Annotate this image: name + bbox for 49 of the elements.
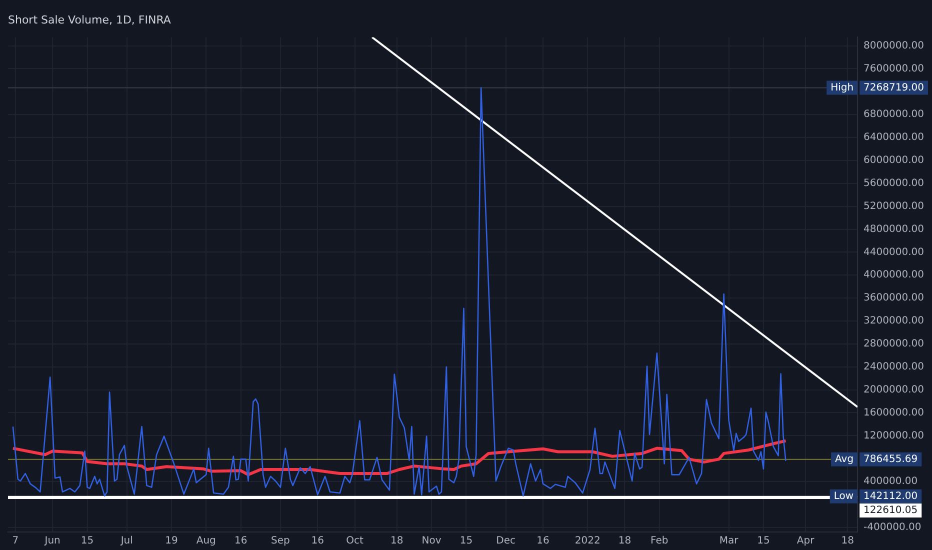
y-tick-label: 2400000.00 — [864, 361, 924, 372]
y-tick-label: 8000000.00 — [864, 40, 924, 52]
x-tick-label: 18 — [618, 536, 632, 547]
chart-title: Short Sale Volume, 1D, FINRA — [8, 13, 172, 26]
x-tick-label: 2022 — [574, 536, 600, 547]
x-tick-label: Dec — [496, 536, 516, 547]
x-tick-label: Aug — [196, 536, 216, 547]
y-tick-label: 1200000.00 — [864, 430, 924, 442]
y-tick-label: 4000000.00 — [864, 270, 924, 281]
text: 7268719.00 — [864, 82, 924, 94]
x-tick-label: Sep — [271, 536, 290, 547]
ref-line-label: High — [830, 82, 854, 94]
x-tick-label: Oct — [346, 536, 364, 547]
x-tick-label: Jul — [120, 536, 133, 547]
x-tick-label: 16 — [234, 536, 248, 547]
y-tick-label: 3600000.00 — [864, 292, 924, 304]
x-tick-label: 16 — [536, 536, 550, 547]
x-tick-label: 15 — [80, 536, 94, 547]
x-tick-label: 15 — [460, 536, 473, 547]
y-tick-label: 4800000.00 — [864, 224, 924, 235]
x-tick-label: Feb — [650, 536, 668, 547]
text: 142112.00 — [864, 490, 918, 502]
x-tick-label: Apr — [796, 536, 816, 547]
y-tick-label: 2800000.00 — [864, 338, 924, 350]
ref-line-label: Avg — [835, 454, 854, 465]
x-tick-label: 18 — [841, 536, 854, 547]
text: 122610.05 — [864, 505, 918, 516]
x-tick-label: Mar — [719, 536, 740, 547]
y-tick-label: 2000000.00 — [864, 384, 924, 396]
y-tick-label: -400000.00 — [864, 522, 922, 534]
x-tick-label: 18 — [390, 536, 404, 547]
y-tick-label: 6400000.00 — [864, 132, 924, 144]
text: 786455.69 — [864, 454, 918, 465]
x-tick-label: 7 — [12, 536, 19, 547]
ref-line-label: Low — [834, 490, 854, 502]
y-tick-label: 3200000.00 — [864, 316, 924, 327]
y-tick-label: 6800000.00 — [864, 109, 924, 120]
y-tick-label: 5200000.00 — [864, 200, 924, 212]
x-tick-label: Nov — [422, 536, 442, 547]
x-tick-label: 15 — [757, 536, 770, 547]
y-tick-label: 1600000.00 — [864, 407, 924, 418]
y-tick-label: 4400000.00 — [864, 246, 924, 258]
y-tick-label: 5600000.00 — [864, 178, 924, 189]
x-tick-label: 16 — [311, 536, 324, 547]
y-tick-label: 7600000.00 — [864, 63, 924, 74]
x-tick-label: 19 — [165, 536, 178, 547]
y-tick-label: 400000.00 — [864, 476, 918, 488]
y-tick-label: 6000000.00 — [864, 155, 924, 166]
x-tick-label: Jun — [44, 536, 60, 547]
